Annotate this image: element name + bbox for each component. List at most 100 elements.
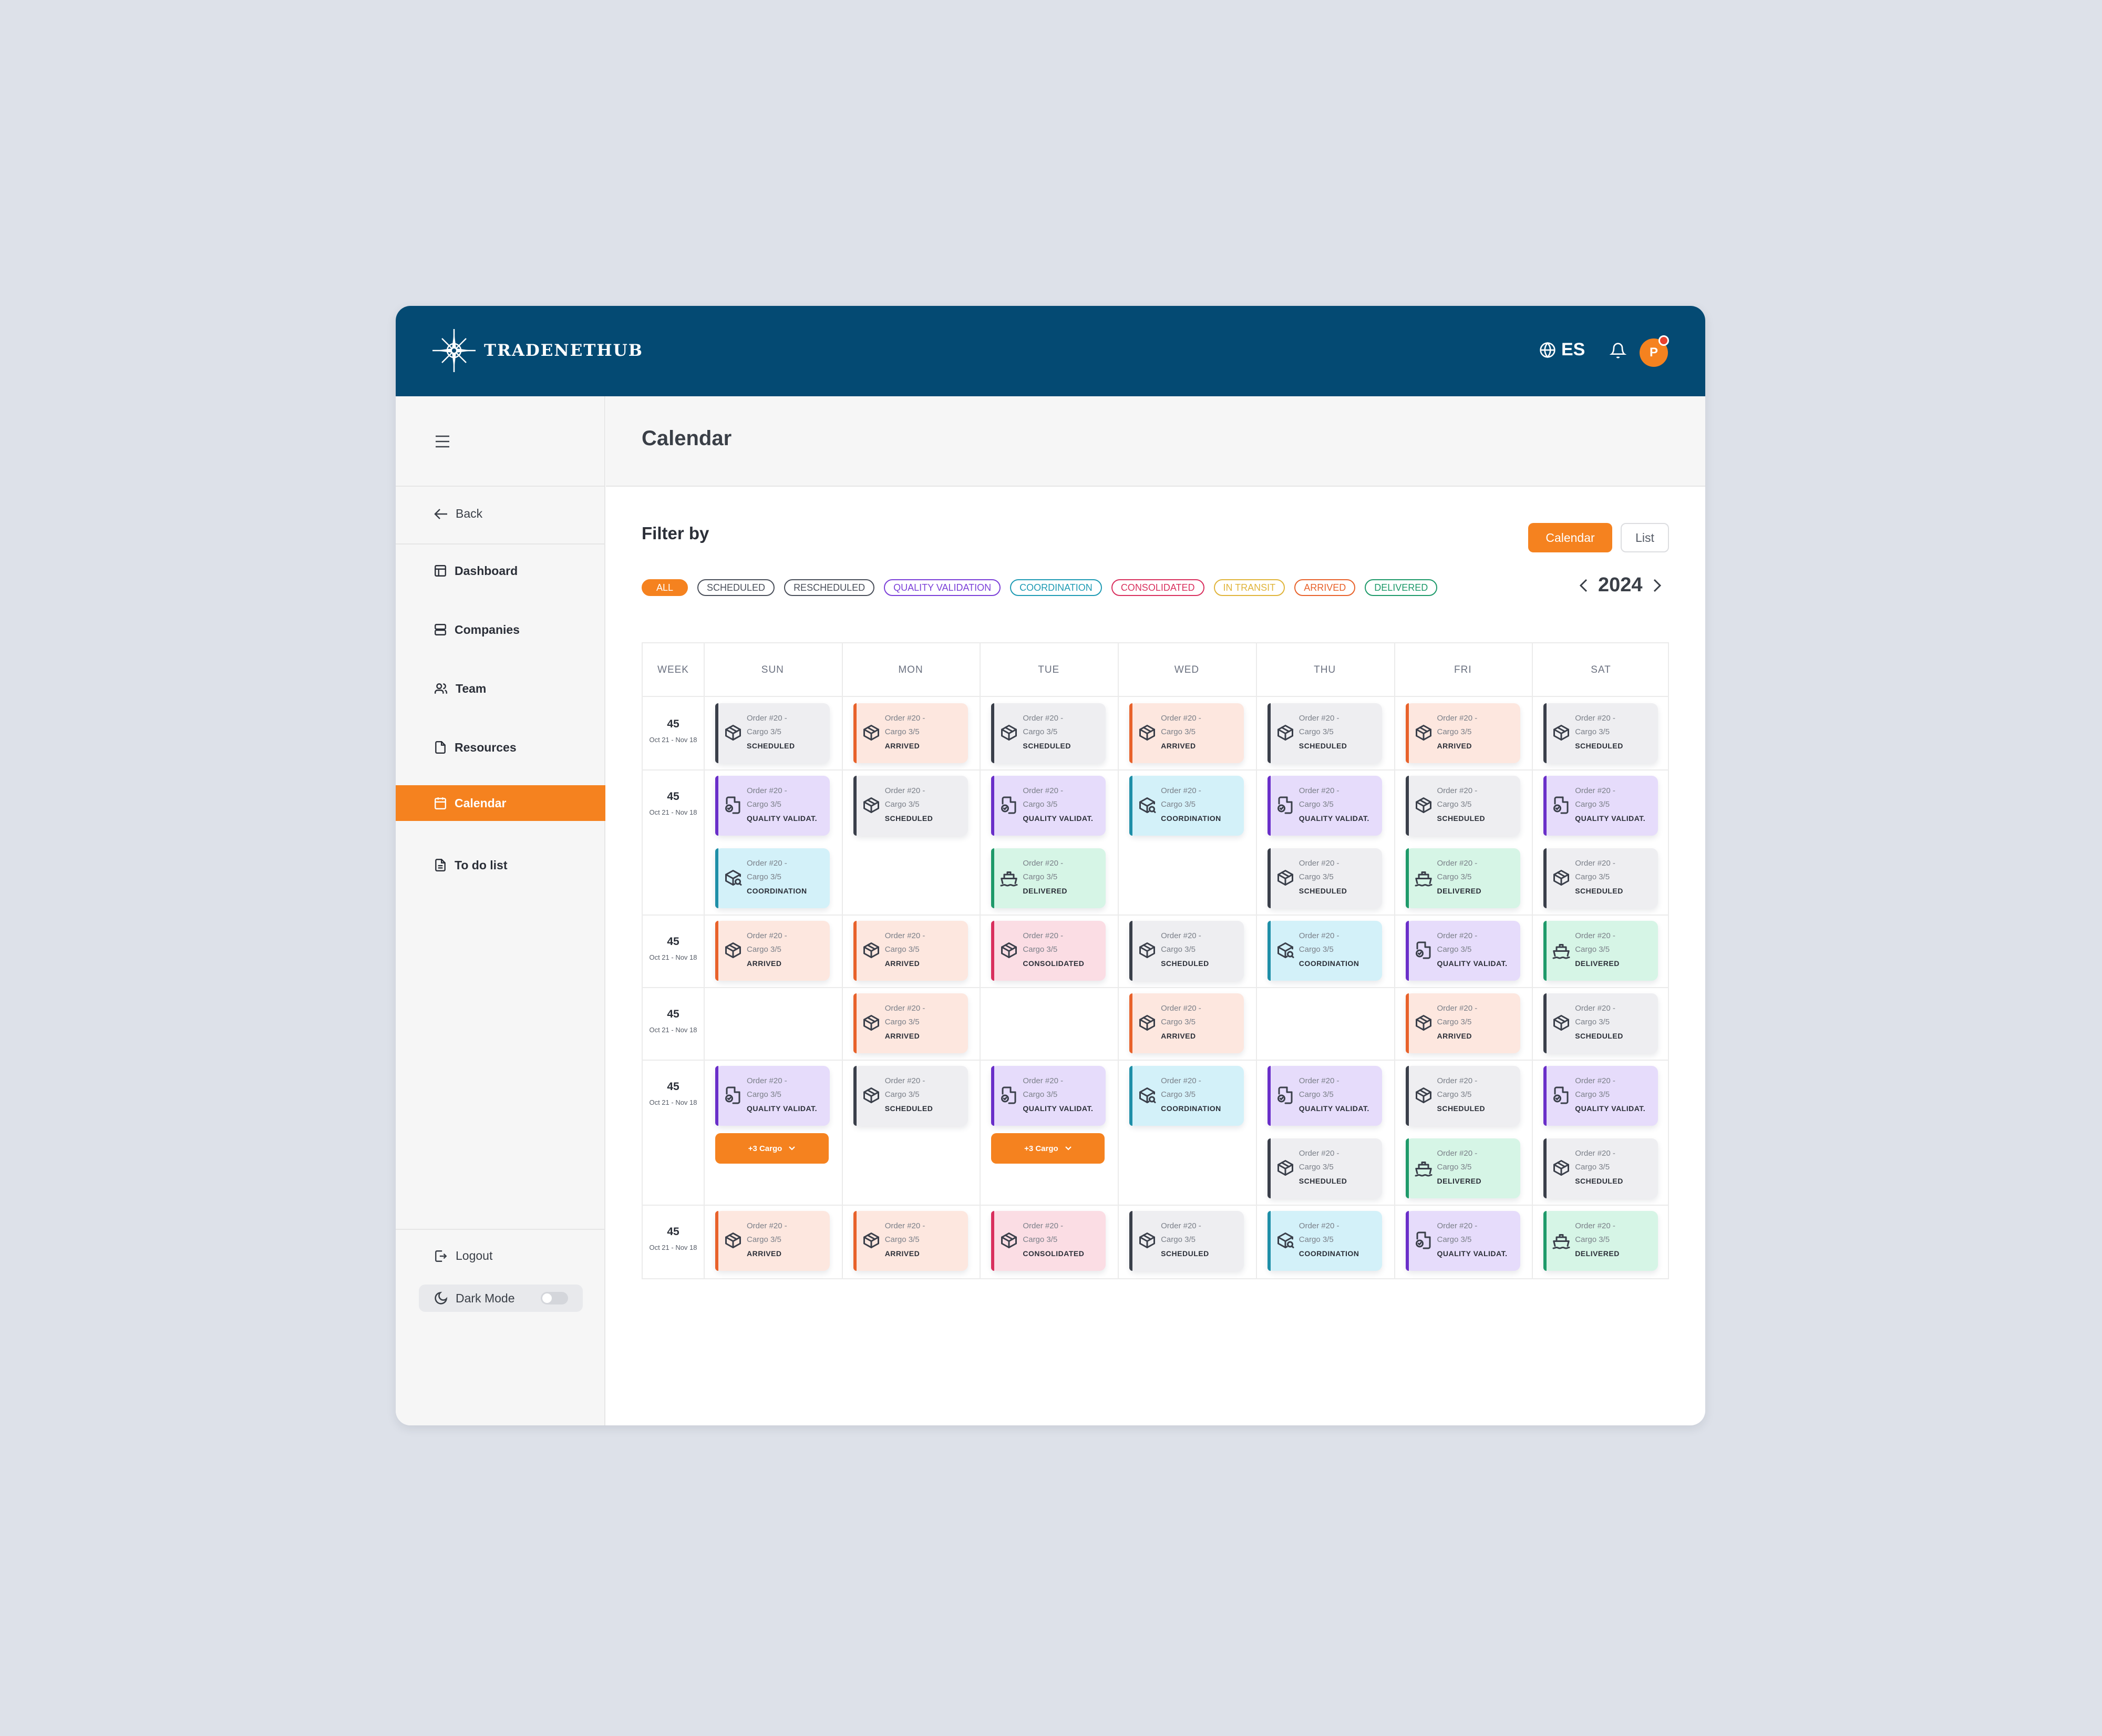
brand-logo[interactable]: TRADENETHUB <box>431 328 643 373</box>
sidebar-item-team[interactable]: Team <box>396 671 605 706</box>
back-link[interactable]: Back <box>434 507 482 521</box>
logout-button[interactable]: Logout <box>434 1249 492 1263</box>
filter-chip-quality-validation[interactable]: QUALITY VALIDATION <box>884 579 1001 596</box>
cargo-card[interactable]: Order #20 - Cargo 3/5 SCHEDULED <box>1543 703 1658 763</box>
cargo-card[interactable]: Order #20 - Cargo 3/5 QUALITY VALIDAT. <box>1267 776 1382 836</box>
cargo-card[interactable]: Order #20 - Cargo 3/5 ARRIVED <box>1129 703 1244 763</box>
order-label: Order #20 - <box>884 1221 925 1230</box>
list-view-button[interactable]: List <box>1621 523 1669 552</box>
sidebar-item-label: Dashboard <box>455 563 518 578</box>
cargo-card[interactable]: Order #20 - Cargo 3/5 QUALITY VALIDAT. <box>1405 1211 1520 1271</box>
filter-chip-rescheduled[interactable]: RESCHEDULED <box>784 579 875 596</box>
status-bar <box>991 776 995 836</box>
cargo-card[interactable]: Order #20 - Cargo 3/5 ARRIVED <box>715 1211 830 1271</box>
cargo-card[interactable]: Order #20 - Cargo 3/5 QUALITY VALIDAT. <box>1405 921 1520 981</box>
sidebar-item-companies[interactable]: Companies <box>396 612 605 648</box>
cargo-card[interactable]: Order #20 - Cargo 3/5 QUALITY VALIDAT. <box>1543 1066 1658 1126</box>
hamburger-menu-icon[interactable] <box>435 434 450 449</box>
filter-chip-arrived[interactable]: ARRIVED <box>1294 579 1356 596</box>
status-bar <box>991 921 995 981</box>
status-bar <box>991 1066 995 1126</box>
cargo-card[interactable]: Order #20 - Cargo 3/5 SCHEDULED <box>1543 848 1658 908</box>
status-label: SCHEDULED <box>884 1104 933 1113</box>
cargo-card[interactable]: Order #20 - Cargo 3/5 SCHEDULED <box>853 1066 968 1126</box>
cargo-card[interactable]: Order #20 - Cargo 3/5 SCHEDULED <box>1129 921 1244 981</box>
cargo-card[interactable]: Order #20 - Cargo 3/5 QUALITY VALIDAT. <box>715 776 830 836</box>
cargo-card[interactable]: Order #20 - Cargo 3/5 COORDINATION <box>1129 776 1244 836</box>
cargo-card[interactable]: Order #20 - Cargo 3/5 CONSOLIDATED <box>991 921 1106 981</box>
sidebar-item-todo[interactable]: To do list <box>396 847 605 883</box>
chevron-right-icon[interactable] <box>1651 578 1663 593</box>
more-cargo-button[interactable]: +3 Cargo <box>991 1133 1105 1164</box>
server-icon <box>435 624 446 635</box>
cargo-card[interactable]: Order #20 - Cargo 3/5 SCHEDULED <box>1405 776 1520 836</box>
cargo-card[interactable]: Order #20 - Cargo 3/5 COORDINATION <box>715 848 830 908</box>
cargo-card[interactable]: Order #20 - Cargo 3/5 SCHEDULED <box>1267 703 1382 763</box>
week-label: 45 Oct 21 - Nov 18 <box>643 1008 704 1034</box>
filter-chip-delivered[interactable]: DELIVERED <box>1365 579 1438 596</box>
cargo-card[interactable]: Order #20 - Cargo 3/5 ARRIVED <box>853 993 968 1053</box>
cargo-label: Cargo 3/5 <box>1575 945 1610 954</box>
cargo-card[interactable]: Order #20 - Cargo 3/5 DELIVERED <box>991 848 1106 908</box>
cargo-card[interactable]: Order #20 - Cargo 3/5 SCHEDULED <box>1405 1066 1520 1126</box>
cargo-card[interactable]: Order #20 - Cargo 3/5 QUALITY VALIDAT. <box>1267 1066 1382 1126</box>
cargo-card[interactable]: Order #20 - Cargo 3/5 COORDINATION <box>1267 1211 1382 1271</box>
cargo-card[interactable]: Order #20 - Cargo 3/5 ARRIVED <box>853 703 968 763</box>
cargo-card[interactable]: Order #20 - Cargo 3/5 QUALITY VALIDAT. <box>991 776 1106 836</box>
cargo-card[interactable]: Order #20 - Cargo 3/5 ARRIVED <box>853 1211 968 1271</box>
order-label: Order #20 - <box>1299 714 1339 723</box>
status-label: SCHEDULED <box>1575 887 1623 895</box>
cargo-label: Cargo 3/5 <box>1023 727 1058 736</box>
filter-chip-in-transit[interactable]: IN TRANSIT <box>1213 579 1285 596</box>
cargo-card[interactable]: Order #20 - Cargo 3/5 QUALITY VALIDAT. <box>991 1066 1106 1126</box>
filter-chip-scheduled[interactable]: SCHEDULED <box>697 579 775 596</box>
cargo-card[interactable]: Order #20 - Cargo 3/5 DELIVERED <box>1405 1138 1520 1198</box>
cargo-card[interactable]: Order #20 - Cargo 3/5 ARRIVED <box>853 921 968 981</box>
cargo-card[interactable]: Order #20 - Cargo 3/5 SCHEDULED <box>853 776 968 836</box>
cargo-card[interactable]: Order #20 - Cargo 3/5 CONSOLIDATED <box>991 1211 1106 1271</box>
sidebar-item-dashboard[interactable]: Dashboard <box>396 553 605 589</box>
chevron-left-icon[interactable] <box>1578 578 1590 593</box>
calendar-view-button[interactable]: Calendar <box>1528 523 1612 552</box>
cargo-card[interactable]: Order #20 - Cargo 3/5 SCHEDULED <box>715 703 830 763</box>
cargo-card[interactable]: Order #20 - Cargo 3/5 SCHEDULED <box>1267 1138 1382 1198</box>
dark-mode-switch[interactable] <box>541 1292 568 1304</box>
sidebar-item-label: To do list <box>455 858 508 872</box>
week-label: 45 Oct 21 - Nov 18 <box>643 936 704 961</box>
filter-chip-coordination[interactable]: COORDINATION <box>1010 579 1102 596</box>
dark-mode-toggle-row[interactable]: Dark Mode <box>419 1285 583 1312</box>
cargo-card[interactable]: Order #20 - Cargo 3/5 COORDINATION <box>1267 921 1382 981</box>
sidebar-item-calendar[interactable]: Calendar <box>396 785 605 821</box>
cargo-card[interactable]: Order #20 - Cargo 3/5 DELIVERED <box>1543 1211 1658 1271</box>
cargo-card[interactable]: Order #20 - Cargo 3/5 SCHEDULED <box>1129 1211 1244 1271</box>
sidebar-item-resources[interactable]: Resources <box>396 730 605 765</box>
cargo-card[interactable]: Order #20 - Cargo 3/5 COORDINATION <box>1129 1066 1244 1126</box>
cargo-card[interactable]: Order #20 - Cargo 3/5 SCHEDULED <box>991 703 1106 763</box>
cargo-card[interactable]: Order #20 - Cargo 3/5 SCHEDULED <box>1267 848 1382 908</box>
status-label: ARRIVED <box>1437 1032 1472 1040</box>
package-icon <box>1414 723 1433 742</box>
cargo-card[interactable]: Order #20 - Cargo 3/5 ARRIVED <box>1405 993 1520 1053</box>
cargo-card[interactable]: Order #20 - Cargo 3/5 SCHEDULED <box>1543 1138 1658 1198</box>
status-label: ARRIVED <box>884 959 920 968</box>
order-label: Order #20 - <box>1437 1149 1478 1158</box>
cargo-label: Cargo 3/5 <box>1023 1090 1058 1099</box>
notifications-button[interactable] <box>1609 342 1627 362</box>
order-label: Order #20 - <box>1437 931 1478 940</box>
status-label: SCHEDULED <box>1575 742 1623 750</box>
filter-chip-all[interactable]: ALL <box>642 579 688 596</box>
cargo-card[interactable]: Order #20 - Cargo 3/5 DELIVERED <box>1543 921 1658 981</box>
package-icon <box>1000 1231 1018 1250</box>
cargo-card[interactable]: Order #20 - Cargo 3/5 ARRIVED <box>1129 993 1244 1053</box>
more-cargo-button[interactable]: +3 Cargo <box>715 1133 829 1164</box>
status-label: COORDINATION <box>1299 959 1359 968</box>
cargo-card[interactable]: Order #20 - Cargo 3/5 QUALITY VALIDAT. <box>715 1066 830 1126</box>
cargo-card[interactable]: Order #20 - Cargo 3/5 ARRIVED <box>715 921 830 981</box>
language-switcher[interactable]: ES <box>1539 340 1585 360</box>
package-icon <box>1414 1013 1433 1032</box>
cargo-card[interactable]: Order #20 - Cargo 3/5 QUALITY VALIDAT. <box>1543 776 1658 836</box>
cargo-card[interactable]: Order #20 - Cargo 3/5 ARRIVED <box>1405 703 1520 763</box>
cargo-card[interactable]: Order #20 - Cargo 3/5 DELIVERED <box>1405 848 1520 908</box>
cargo-card[interactable]: Order #20 - Cargo 3/5 SCHEDULED <box>1543 993 1658 1053</box>
filter-chip-consolidated[interactable]: CONSOLIDATED <box>1111 579 1204 596</box>
